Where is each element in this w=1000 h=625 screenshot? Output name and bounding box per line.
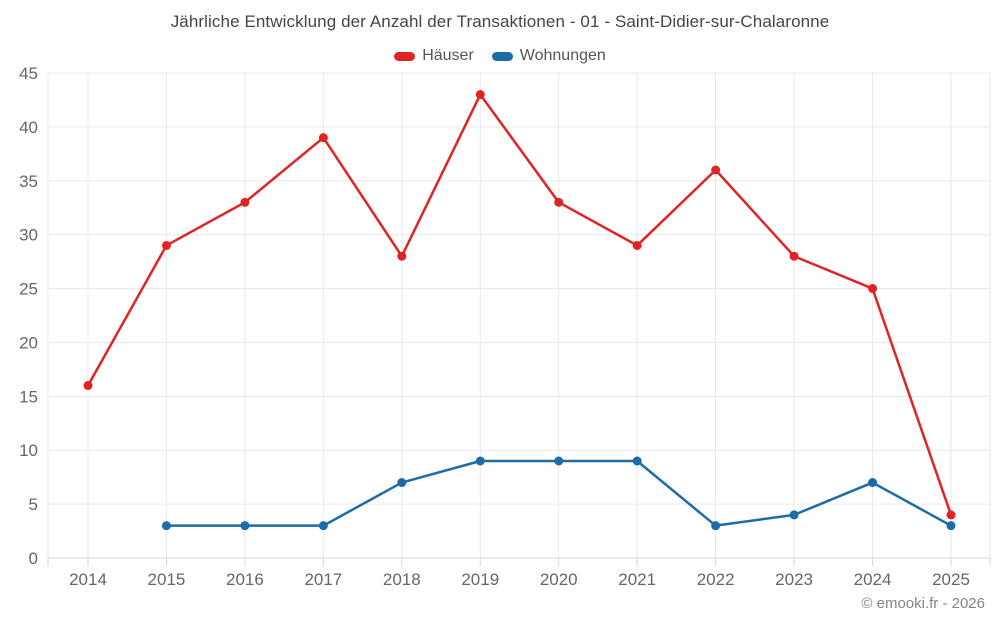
x-axis-label-2014: 2014 [69, 570, 107, 589]
x-axis-label-2024: 2024 [854, 570, 892, 589]
point-h-user-2022[interactable] [711, 165, 721, 175]
y-axis-label: 0 [29, 549, 38, 568]
y-axis-label: 30 [19, 226, 38, 245]
point-h-user-2025[interactable] [946, 510, 956, 520]
point-wohnungen-2017[interactable] [318, 521, 328, 531]
legend-item-h-user[interactable]: Häuser [394, 47, 474, 65]
point-wohnungen-2016[interactable] [240, 521, 250, 531]
legend-label-h-user: Häuser [422, 47, 474, 64]
point-h-user-2014[interactable] [83, 381, 93, 391]
legend-swatch-wohnungen [491, 51, 513, 61]
x-axis-label-2023: 2023 [775, 570, 813, 589]
point-h-user-2019[interactable] [475, 90, 485, 100]
y-axis-label: 35 [19, 172, 38, 191]
legend-swatch-h-user [394, 51, 416, 61]
point-h-user-2023[interactable] [789, 251, 799, 261]
point-wohnungen-2024[interactable] [868, 478, 878, 488]
point-wohnungen-2015[interactable] [161, 521, 171, 531]
point-wohnungen-2020[interactable] [554, 456, 564, 466]
point-h-user-2015[interactable] [161, 240, 171, 250]
point-wohnungen-2025[interactable] [946, 521, 956, 531]
point-h-user-2016[interactable] [240, 197, 250, 207]
legend-item-wohnungen[interactable]: Wohnungen [491, 47, 606, 65]
x-axis-label-2020: 2020 [540, 570, 578, 589]
point-h-user-2024[interactable] [868, 284, 878, 294]
y-axis-label: 5 [29, 495, 38, 514]
x-axis-label-2025: 2025 [932, 570, 970, 589]
point-wohnungen-2019[interactable] [475, 456, 485, 466]
chart-title: Jährliche Entwicklung der Anzahl der Tra… [170, 12, 830, 31]
point-h-user-2020[interactable] [554, 197, 564, 207]
copyright-footer: © emooki.fr - 2026 [861, 595, 985, 612]
y-axis-label: 45 [19, 64, 38, 83]
point-wohnungen-2022[interactable] [711, 521, 721, 531]
point-wohnungen-2021[interactable] [632, 456, 642, 466]
y-axis-label: 40 [19, 118, 38, 137]
y-axis-label: 10 [19, 441, 38, 460]
legend-label-wohnungen: Wohnungen [519, 47, 606, 64]
point-wohnungen-2023[interactable] [789, 510, 799, 520]
x-axis-label-2022: 2022 [697, 570, 735, 589]
y-axis-label: 20 [19, 333, 38, 352]
x-axis-label-2018: 2018 [383, 570, 421, 589]
x-axis-label-2021: 2021 [618, 570, 656, 589]
x-axis-label-2019: 2019 [461, 570, 499, 589]
x-axis-label-2017: 2017 [304, 570, 342, 589]
chart-legend: Häuser Wohnungen [0, 47, 1000, 65]
x-axis-label-2016: 2016 [226, 570, 264, 589]
y-axis-label: 25 [19, 280, 38, 299]
x-axis-label-2015: 2015 [148, 570, 186, 589]
point-h-user-2018[interactable] [397, 251, 407, 261]
y-axis-label: 15 [19, 387, 38, 406]
point-h-user-2017[interactable] [318, 133, 328, 143]
series-line-h-user [86, 93, 953, 517]
point-wohnungen-2018[interactable] [397, 478, 407, 488]
point-h-user-2021[interactable] [632, 240, 642, 250]
